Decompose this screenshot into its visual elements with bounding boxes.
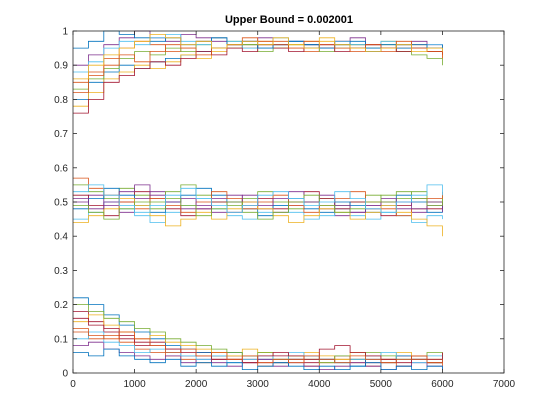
- x-tick-label: 7000: [493, 379, 516, 390]
- y-tick-label: 0.1: [54, 334, 68, 345]
- y-tick-label: 0.5: [54, 198, 68, 209]
- y-tick-label: 0.2: [54, 300, 68, 311]
- y-tick-label: 0.6: [54, 163, 68, 174]
- y-tick-label: 0: [62, 369, 68, 380]
- x-tick-label: 6000: [431, 379, 454, 390]
- y-tick-label: 0.7: [54, 129, 68, 140]
- trace-middle-10: [73, 184, 443, 213]
- x-tick-label: 5000: [370, 379, 393, 390]
- x-tick-label: 3000: [247, 379, 270, 390]
- y-axis: 0 0.1 0.2 0.3 0.4 0.5 0.6 0.7 0.8 0.9 1: [54, 27, 504, 380]
- chart-title: Upper Bound = 0.002001: [225, 14, 353, 26]
- x-tick-label: 4000: [308, 379, 331, 390]
- trace-upper-10: [73, 34, 443, 80]
- y-tick-label: 0.4: [54, 232, 68, 243]
- x-tick-label: 1000: [123, 379, 146, 390]
- x-tick-label: 0: [70, 379, 76, 390]
- trace-lower-6: [73, 304, 443, 364]
- y-tick-label: 0.9: [54, 61, 68, 72]
- y-tick-label: 1: [62, 27, 68, 38]
- x-axis: 0 1000 2000 3000 4000 5000 6000 7000: [70, 31, 516, 390]
- trace-middle-9: [73, 191, 443, 220]
- x-tick-label: 2000: [185, 379, 208, 390]
- trace-lower-10: [73, 328, 443, 364]
- y-tick-label: 0.8: [54, 95, 68, 106]
- y-tick-label: 0.3: [54, 266, 68, 277]
- trace-lower-8: [73, 317, 443, 364]
- traces: [73, 30, 443, 370]
